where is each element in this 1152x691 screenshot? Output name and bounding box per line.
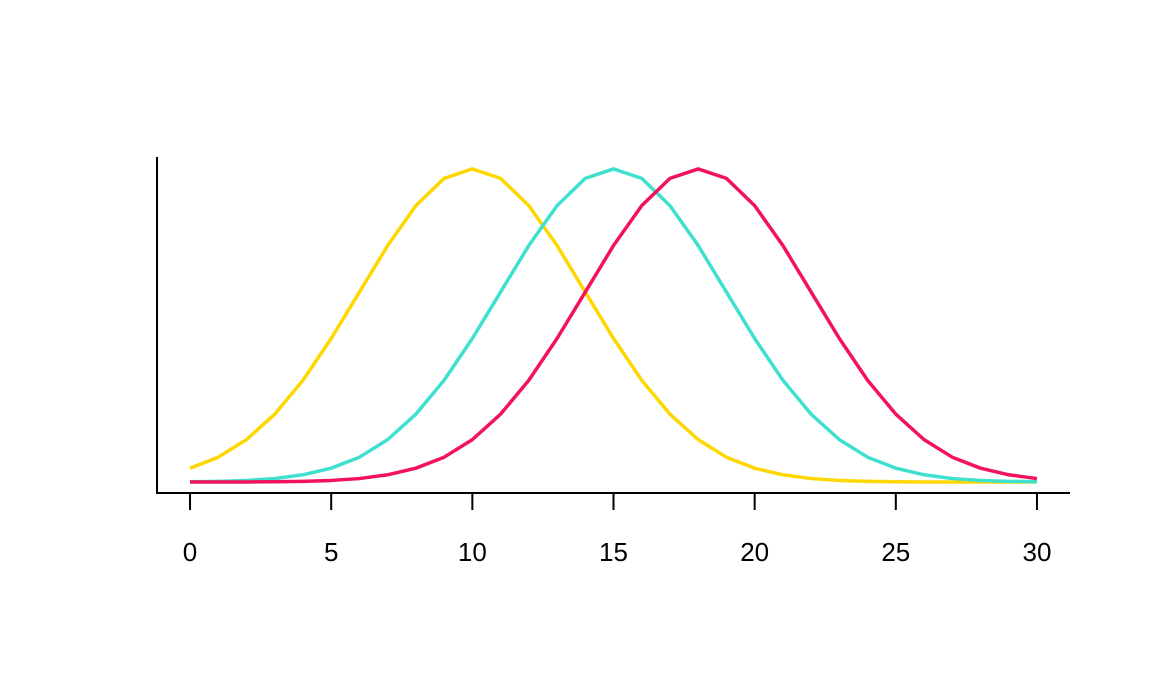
line-series <box>189 167 1037 484</box>
x-tick-label: 0 <box>183 537 197 567</box>
x-tick-label: 5 <box>324 537 338 567</box>
x-tick-label: 15 <box>599 537 628 567</box>
x-tick-label: 25 <box>881 537 910 567</box>
line-series <box>190 167 1037 484</box>
x-tick-label: 20 <box>740 537 769 567</box>
x-tick-label: 10 <box>458 537 487 567</box>
x-tick-label: 30 <box>1023 537 1052 567</box>
line-series <box>190 167 1038 484</box>
